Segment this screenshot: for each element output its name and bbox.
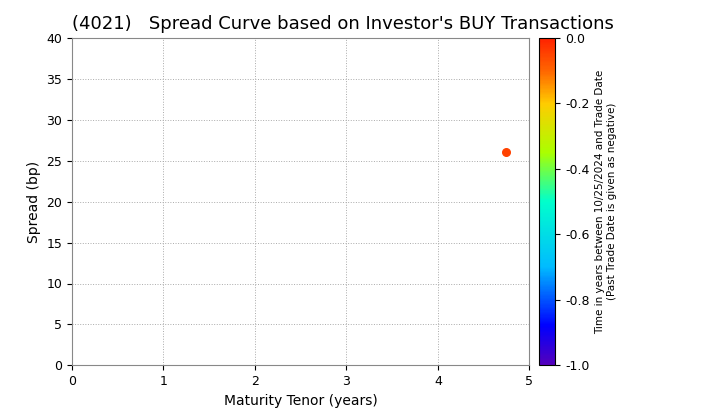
Point <box>500 149 512 156</box>
X-axis label: Maturity Tenor (years): Maturity Tenor (years) <box>224 394 377 408</box>
Text: (4021)   Spread Curve based on Investor's BUY Transactions: (4021) Spread Curve based on Investor's … <box>72 16 614 34</box>
Y-axis label: Time in years between 10/25/2024 and Trade Date
(Past Trade Date is given as neg: Time in years between 10/25/2024 and Tra… <box>595 69 617 334</box>
Y-axis label: Spread (bp): Spread (bp) <box>27 160 41 243</box>
